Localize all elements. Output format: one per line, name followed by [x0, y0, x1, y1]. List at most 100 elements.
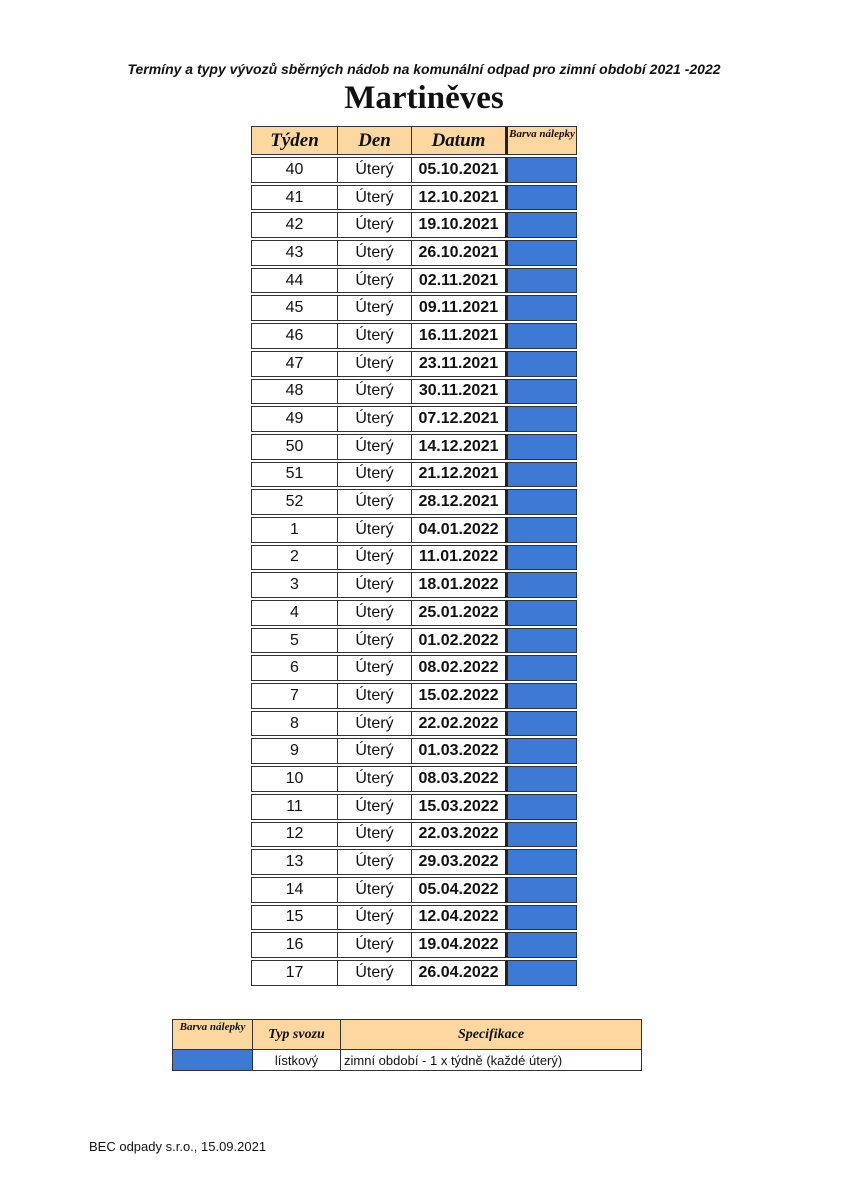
week-cell: 14 — [252, 877, 338, 902]
schedule-header-row: Týden Den Datum Barva nálepky — [251, 126, 577, 155]
schedule-row: 5 Úterý 01.02.2022 — [251, 627, 577, 654]
schedule-row: 17 Úterý 26.04.2022 — [251, 959, 577, 986]
date-cell: 07.12.2021 — [412, 407, 508, 431]
week-cell: 11 — [252, 794, 338, 819]
schedule-row: 15 Úterý 12.04.2022 — [251, 904, 577, 931]
day-cell: Úterý — [338, 158, 412, 182]
week-cell: 4 — [252, 601, 338, 625]
sticker-color-cell — [508, 601, 576, 625]
sticker-color-cell — [508, 241, 576, 265]
date-cell: 21.12.2021 — [412, 462, 508, 487]
sticker-color-cell — [508, 351, 576, 376]
schedule-row: 42 Úterý 19.10.2021 — [251, 212, 577, 239]
date-cell: 04.01.2022 — [412, 517, 508, 542]
week-cell: 10 — [252, 767, 338, 791]
day-cell: Úterý — [338, 296, 412, 321]
week-cell: 41 — [252, 185, 338, 210]
legend-header-spec: Specifikace — [457, 1026, 525, 1042]
schedule-row: 7 Úterý 15.02.2022 — [251, 683, 577, 709]
date-cell: 16.11.2021 — [412, 324, 508, 348]
week-cell: 50 — [252, 434, 338, 459]
legend-header-type: Typ svozu — [253, 1020, 341, 1049]
date-cell: 08.02.2022 — [412, 656, 508, 681]
week-cell: 48 — [252, 379, 338, 404]
date-cell: 15.02.2022 — [412, 684, 508, 708]
week-cell: 3 — [252, 573, 338, 597]
sticker-color-cell — [508, 324, 576, 348]
header-day: Den — [338, 127, 412, 154]
day-cell: Úterý — [338, 711, 412, 736]
sticker-color-cell — [508, 517, 576, 542]
day-cell: Úterý — [338, 490, 412, 514]
sticker-color-cell — [508, 268, 576, 293]
sticker-color-cell — [508, 434, 576, 459]
schedule-row: 12 Úterý 22.03.2022 — [251, 821, 577, 848]
schedule-row: 46 Úterý 16.11.2021 — [251, 323, 577, 349]
week-cell: 17 — [252, 960, 338, 985]
sticker-color-cell — [508, 960, 576, 985]
day-cell: Úterý — [338, 601, 412, 625]
week-cell: 1 — [252, 517, 338, 542]
schedule-row: 13 Úterý 29.03.2022 — [251, 849, 577, 875]
sticker-color-cell — [508, 711, 576, 736]
date-cell: 12.04.2022 — [412, 905, 508, 930]
day-cell: Úterý — [338, 213, 412, 238]
week-cell: 12 — [252, 822, 338, 847]
day-cell: Úterý — [338, 185, 412, 210]
date-cell: 01.03.2022 — [412, 739, 508, 764]
date-cell: 11.01.2022 — [412, 545, 508, 570]
schedule-row: 44 Úterý 02.11.2021 — [251, 267, 577, 294]
sticker-color-cell — [508, 628, 576, 653]
schedule-row: 4 Úterý 25.01.2022 — [251, 600, 577, 626]
schedule-row: 40 Úterý 05.10.2021 — [251, 157, 577, 183]
schedule-row: 52 Úterý 28.12.2021 — [251, 489, 577, 515]
date-cell: 30.11.2021 — [412, 379, 508, 404]
day-cell: Úterý — [338, 241, 412, 265]
date-cell: 29.03.2022 — [412, 850, 508, 874]
day-cell: Úterý — [338, 684, 412, 708]
sticker-color-cell — [508, 379, 576, 404]
date-cell: 26.04.2022 — [412, 960, 508, 985]
schedule-row: 43 Úterý 26.10.2021 — [251, 240, 577, 266]
schedule-row: 1 Úterý 04.01.2022 — [251, 516, 577, 543]
day-cell: Úterý — [338, 767, 412, 791]
date-cell: 19.10.2021 — [412, 213, 508, 238]
day-cell: Úterý — [338, 379, 412, 404]
legend-type: lístkový — [253, 1050, 341, 1070]
schedule-row: 14 Úterý 05.04.2022 — [251, 876, 577, 903]
schedule-table: Týden Den Datum Barva nálepky 40 Úterý 05.… — [251, 126, 577, 986]
sticker-color-cell — [508, 767, 576, 791]
week-cell: 2 — [252, 545, 338, 570]
week-cell: 49 — [252, 407, 338, 431]
schedule-row: 10 Úterý 08.03.2022 — [251, 766, 577, 792]
schedule-row: 48 Úterý 30.11.2021 — [251, 378, 577, 405]
week-cell: 42 — [252, 213, 338, 238]
sticker-color-cell — [508, 794, 576, 819]
schedule-row: 50 Úterý 14.12.2021 — [251, 433, 577, 460]
sticker-color-cell — [508, 490, 576, 514]
day-cell: Úterý — [338, 324, 412, 348]
sticker-color-cell — [508, 905, 576, 930]
sticker-color-cell — [508, 407, 576, 431]
sticker-color-cell — [508, 296, 576, 321]
sticker-color-cell — [508, 545, 576, 570]
day-cell: Úterý — [338, 905, 412, 930]
day-cell: Úterý — [338, 462, 412, 487]
schedule-row: 47 Úterý 23.11.2021 — [251, 350, 577, 377]
footer-text: BEC odpady s.r.o., 15.09.2021 — [89, 1139, 267, 1154]
day-cell: Úterý — [338, 573, 412, 597]
week-cell: 44 — [252, 268, 338, 293]
schedule-row: 49 Úterý 07.12.2021 — [251, 406, 577, 432]
week-cell: 6 — [252, 656, 338, 681]
sticker-color-cell — [508, 656, 576, 681]
schedule-row: 9 Úterý 01.03.2022 — [251, 738, 577, 765]
day-cell: Úterý — [338, 739, 412, 764]
sticker-color-cell — [508, 822, 576, 847]
date-cell: 14.12.2021 — [412, 434, 508, 459]
day-cell: Úterý — [338, 794, 412, 819]
sticker-color-cell — [508, 462, 576, 487]
sticker-color-cell — [508, 158, 576, 182]
date-cell: 19.04.2022 — [412, 933, 508, 957]
week-cell: 9 — [252, 739, 338, 764]
schedule-row: 16 Úterý 19.04.2022 — [251, 932, 577, 958]
